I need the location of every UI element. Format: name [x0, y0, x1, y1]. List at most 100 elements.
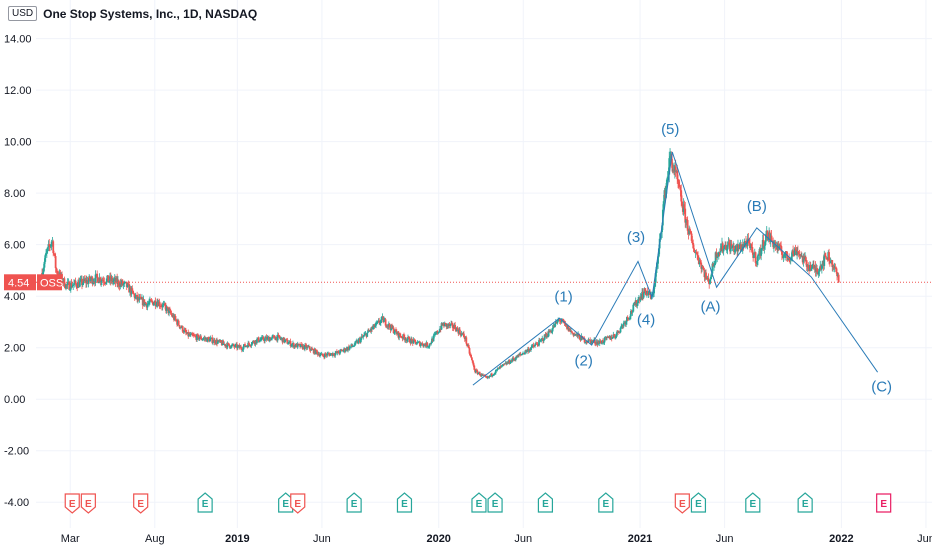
candle-body	[628, 318, 631, 320]
candle-body	[692, 242, 695, 249]
candle-body	[550, 331, 553, 333]
y-tick-label: 0.00	[4, 394, 25, 406]
candle-body	[508, 360, 511, 364]
candle-body	[696, 253, 699, 256]
candle-body	[154, 300, 157, 306]
candle-body	[71, 285, 74, 288]
candle-body	[765, 234, 767, 242]
candle-body	[357, 339, 360, 344]
candle-body	[316, 352, 319, 355]
candle-body	[657, 248, 660, 257]
earnings-badge[interactable]: E	[690, 492, 707, 513]
candle-body	[510, 360, 512, 363]
earnings-badge-shape	[471, 492, 487, 513]
candle-body	[228, 345, 231, 348]
earnings-badge[interactable]: E	[598, 492, 614, 513]
earnings-badge[interactable]: E	[876, 493, 892, 513]
candle-body	[78, 281, 81, 288]
earnings-badge-label: E	[137, 499, 144, 510]
candle-body	[229, 347, 232, 349]
earnings-badge[interactable]: E	[797, 492, 813, 513]
candle-body	[276, 334, 279, 341]
candle-body	[329, 353, 332, 356]
candle-body	[635, 300, 638, 306]
earnings-badge[interactable]: E	[197, 492, 213, 513]
candle-body	[92, 281, 95, 284]
candle-body	[378, 320, 381, 324]
candle-body	[831, 260, 834, 267]
candle-body	[498, 366, 501, 369]
candle-body	[94, 274, 97, 283]
candle-body	[244, 344, 246, 347]
candle-body	[55, 268, 58, 271]
candle-body	[695, 252, 698, 254]
earnings-badge-label: E	[602, 499, 609, 510]
candle-body	[533, 346, 536, 348]
candle-body	[656, 263, 659, 268]
candle-body	[183, 329, 186, 333]
candle-body	[556, 320, 559, 324]
earnings-badge[interactable]: E	[487, 492, 503, 513]
candle-body	[287, 343, 290, 345]
candle-body	[403, 334, 405, 338]
candle-body	[75, 283, 78, 287]
candle-body	[48, 244, 51, 247]
candle-body	[790, 256, 793, 259]
wave-label: (2)	[574, 353, 592, 370]
candle-body	[168, 309, 170, 314]
earnings-badge[interactable]: E	[133, 493, 149, 514]
earnings-badge-shape	[278, 492, 294, 513]
candle-body	[489, 375, 492, 377]
earnings-badge[interactable]: E	[537, 492, 554, 513]
earnings-badge-shape	[64, 493, 80, 514]
candle-body	[560, 321, 563, 323]
candle-body	[766, 230, 769, 240]
candle-body	[79, 279, 82, 282]
y-tick-label: 2.00	[4, 343, 25, 355]
candle-body	[546, 333, 548, 337]
candle-body	[248, 342, 250, 345]
candle-body	[433, 334, 436, 336]
earnings-badge-label: E	[749, 499, 756, 510]
earnings-badge[interactable]: E	[674, 493, 690, 514]
candle-body	[362, 336, 365, 338]
earnings-badge[interactable]: E	[346, 492, 362, 513]
candle-body	[750, 243, 753, 248]
candle-body	[283, 337, 286, 343]
earnings-badge[interactable]: E	[290, 493, 306, 514]
earnings-badge[interactable]: E	[396, 492, 413, 513]
earnings-badge[interactable]: E	[278, 492, 294, 513]
earnings-badge[interactable]: E	[64, 493, 80, 514]
candle-body	[196, 334, 198, 340]
candle-body	[626, 317, 628, 322]
x-tick-label: 2020	[426, 533, 450, 545]
candle-body	[151, 300, 154, 303]
candle-body	[472, 362, 475, 366]
candle-body	[532, 345, 535, 347]
candle-body	[213, 339, 216, 344]
candle-body	[46, 247, 49, 251]
candle-body	[443, 322, 446, 327]
candle-body	[319, 355, 321, 357]
earnings-badge-shape	[487, 492, 503, 513]
earnings-badge[interactable]: E	[745, 492, 761, 513]
candle-body	[517, 354, 520, 358]
candle-body	[271, 336, 274, 339]
candle-body	[393, 332, 396, 334]
earnings-badge[interactable]: E	[80, 493, 96, 514]
candle-body	[733, 245, 735, 252]
candle-body	[797, 251, 800, 254]
currency-button[interactable]: USD	[8, 6, 38, 21]
candle-body	[230, 345, 233, 348]
candle-body	[91, 277, 94, 284]
candle-body	[702, 268, 705, 271]
candle-body	[354, 341, 357, 346]
candle-body	[82, 278, 85, 284]
candle-body	[191, 333, 194, 335]
candle-body	[824, 255, 827, 258]
candle-body	[825, 257, 828, 260]
earnings-badge[interactable]: E	[471, 492, 487, 513]
candle-body	[829, 261, 832, 263]
candle-body	[726, 244, 729, 250]
